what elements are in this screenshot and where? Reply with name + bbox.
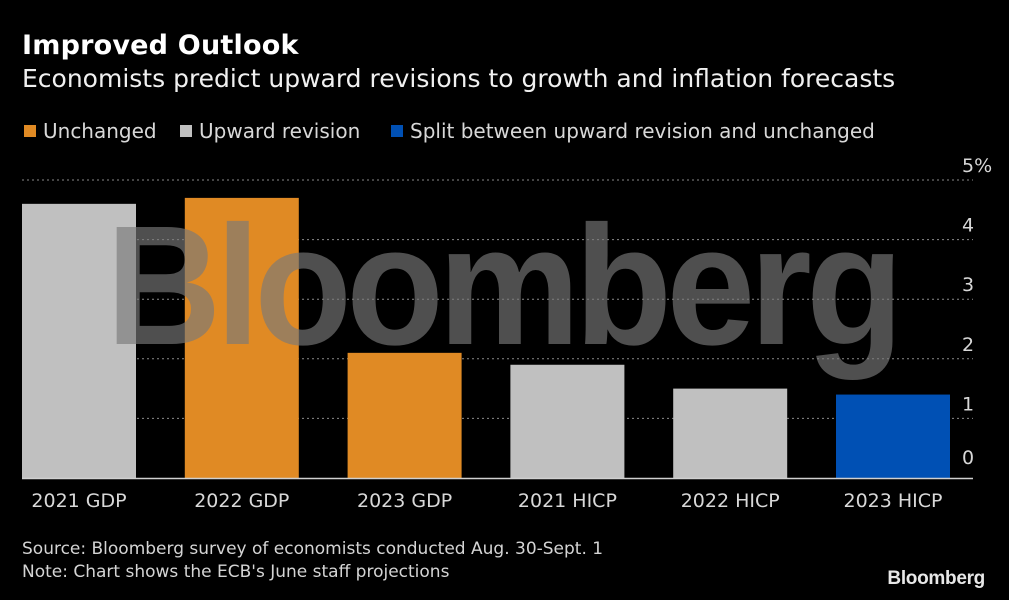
gridlines — [22, 179, 973, 419]
y-tick-label: 5% — [962, 155, 992, 177]
x-category-label: 2021 HICP — [518, 490, 617, 512]
legend-label-unchanged: Unchanged — [43, 119, 157, 143]
bar-2023-gdp — [347, 352, 462, 478]
legend-label-split: Split between upward revision and unchan… — [410, 119, 875, 143]
x-category-label: 2022 HICP — [681, 490, 780, 512]
x-category-label: 2023 GDP — [357, 490, 452, 512]
bloomberg-watermark: Bloomberg — [106, 191, 898, 381]
legend-swatch-unchanged — [24, 125, 36, 137]
y-tick-label: 0 — [962, 447, 974, 469]
bar-2022-hicp — [673, 388, 788, 478]
y-tick-label: 1 — [962, 393, 974, 415]
legend-label-upward-revision: Upward revision — [199, 119, 361, 143]
bar-2022-gdp — [184, 197, 299, 478]
legend-item-upward-revision: Upward revision — [180, 118, 360, 144]
legend-swatch-split — [391, 125, 403, 137]
chart-title: Improved Outlook — [22, 30, 299, 61]
bloomberg-logo: Bloomberg — [887, 568, 985, 589]
x-category-label: 2023 HICP — [843, 490, 942, 512]
legend-item-split: Split between upward revision and unchan… — [391, 118, 875, 144]
source-note: Source: Bloomberg survey of economists c… — [22, 539, 604, 559]
x-category-labels: 2021 GDP 2022 GDP 2023 GDP 2021 HICP 2022 HI… — [31, 490, 942, 512]
bar-2021-gdp — [22, 203, 136, 478]
legend-swatch-upward-revision — [180, 125, 192, 137]
chart-subtitle: Economists predict upward revisions to g… — [22, 64, 896, 93]
x-category-label: 2022 GDP — [194, 490, 289, 512]
y-tick-label: 3 — [962, 274, 974, 296]
y-tick-labels: 0 1 2 3 4 5% — [962, 155, 992, 469]
bar-2021-hicp — [510, 364, 625, 478]
legend-item-unchanged: Unchanged — [24, 118, 157, 144]
bars — [22, 197, 950, 478]
chart-note: Note: Chart shows the ECB's June staff p… — [22, 562, 450, 582]
bar-2023-hicp — [836, 394, 950, 478]
x-category-label: 2021 GDP — [31, 490, 126, 512]
y-tick-label: 4 — [962, 215, 974, 237]
y-tick-label: 2 — [962, 334, 974, 356]
